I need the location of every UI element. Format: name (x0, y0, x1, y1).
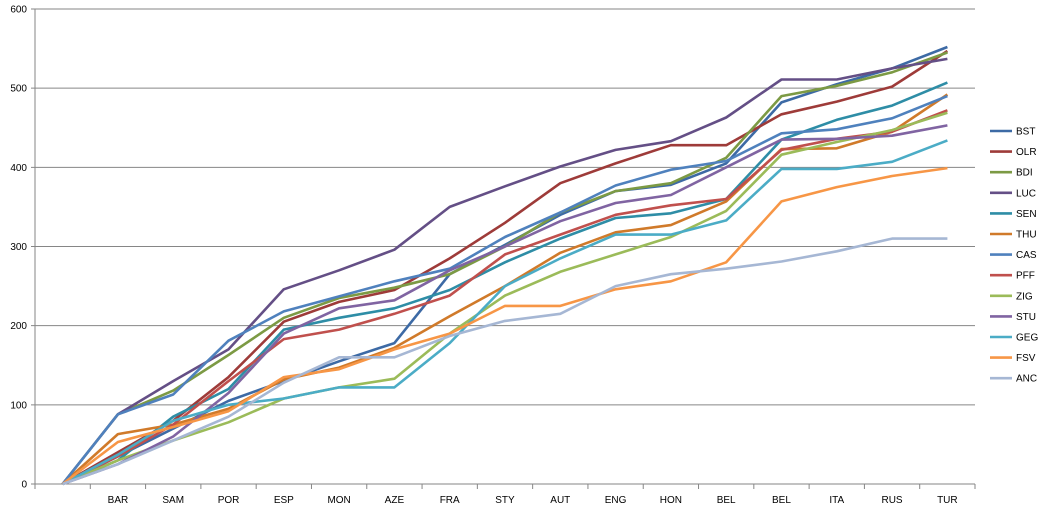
legend-label: PFF (1016, 271, 1035, 282)
gridlines (31, 8, 975, 485)
legend-label: OLR (1016, 147, 1037, 158)
x-tick-label: BEL (717, 495, 736, 506)
x-tick-label: ENG (605, 495, 627, 506)
y-tick-label: 400 (10, 163, 27, 174)
y-tick-label: 300 (10, 242, 27, 253)
legend-item-stu: STU (990, 312, 1036, 323)
legend-item-bdi: BDI (990, 168, 1033, 179)
legend: BST OLR BDI LUC SEN THU CAS PFF ZIG STU GEG FSV ANC (990, 127, 1038, 385)
x-tick-label: STY (495, 495, 515, 506)
series-line-stu (62, 124, 948, 486)
legend-label: THU (1016, 230, 1037, 241)
series-line-thu (61, 93, 949, 485)
legend-item-bst: BST (990, 127, 1035, 138)
legend-item-cas: CAS (990, 250, 1037, 261)
legend-item-olr: OLR (990, 147, 1037, 158)
series-line-cas (61, 94, 948, 485)
x-tick-label: FRA (440, 495, 460, 506)
legend-item-sen: SEN (990, 209, 1037, 220)
x-tick-label: BAR (108, 495, 129, 506)
x-tick-label: SAM (162, 495, 184, 506)
series-lines (61, 45, 949, 486)
x-tick-label: AZE (385, 495, 405, 506)
legend-item-anc: ANC (990, 374, 1037, 385)
y-tick-label: 600 (10, 5, 27, 16)
x-tick-label: HON (660, 495, 682, 506)
x-axis: BAR SAM POR ESP MON AZE FRA STY AUT ENG HON BEL BEL I… (34, 483, 976, 506)
legend-label: BDI (1016, 168, 1033, 179)
x-tick-label: POR (218, 495, 240, 506)
series-line-olr (61, 49, 949, 486)
legend-item-luc: LUC (990, 188, 1036, 199)
series-line-fsv (61, 166, 948, 486)
y-tick-label: 500 (10, 84, 27, 95)
y-axis: 0 100 200 300 400 500 600 (10, 5, 36, 491)
legend-label: ANC (1016, 374, 1037, 385)
legend-label: FSV (1016, 353, 1036, 364)
legend-label: CAS (1016, 250, 1037, 261)
legend-label: BST (1016, 127, 1035, 138)
legend-item-pff: PFF (990, 271, 1035, 282)
legend-item-thu: THU (990, 230, 1037, 241)
legend-label: LUC (1016, 188, 1036, 199)
legend-item-geg: GEG (990, 333, 1038, 344)
series-line-geg (61, 139, 948, 486)
y-tick-label: 200 (10, 321, 27, 332)
x-tick-label: ITA (829, 495, 844, 506)
legend-label: SEN (1016, 209, 1037, 220)
x-tick-label: ESP (274, 495, 294, 506)
y-tick-label: 100 (10, 400, 27, 411)
x-tick-label: AUT (550, 495, 570, 506)
y-tick-label: 0 (21, 480, 27, 491)
legend-label: GEG (1016, 333, 1038, 344)
legend-item-zig: ZIG (990, 291, 1033, 302)
x-tick-label: MON (327, 495, 350, 506)
legend-label: ZIG (1016, 291, 1033, 302)
x-tick-label: TUR (937, 495, 958, 506)
x-tick-label: BEL (772, 495, 791, 506)
legend-item-fsv: FSV (990, 353, 1036, 364)
series-line-anc (62, 237, 948, 486)
legend-label: STU (1016, 312, 1036, 323)
series-line-zig (62, 111, 948, 486)
series-line-pff (62, 109, 948, 486)
x-tick-label: RUS (881, 495, 902, 506)
